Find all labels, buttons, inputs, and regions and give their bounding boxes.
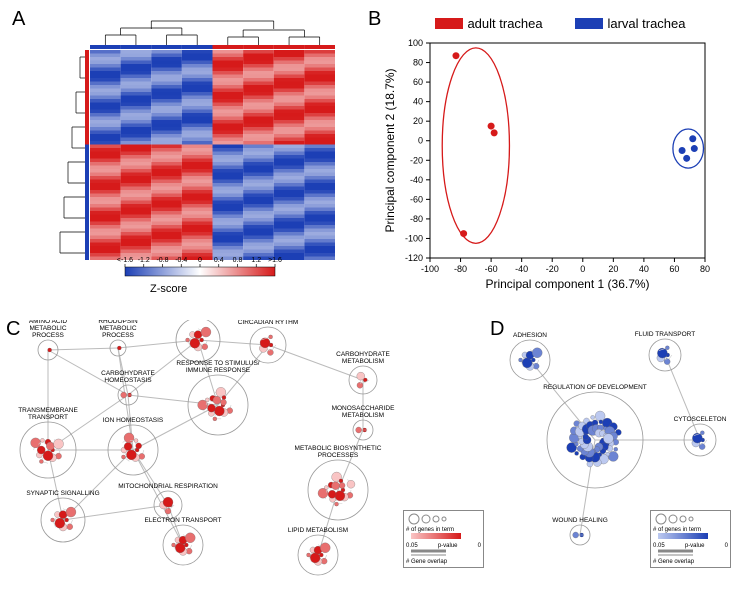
svg-text:0.4: 0.4: [214, 257, 224, 264]
svg-text:80: 80: [700, 264, 710, 274]
panel-a-label: A: [12, 8, 25, 31]
svg-text:IMMUNE RESPONSE: IMMUNE RESPONSE: [186, 367, 251, 374]
legend-larval: larval trachea: [575, 15, 686, 33]
svg-text:METABOLIC: METABOLIC: [99, 325, 136, 332]
svg-text:80: 80: [413, 58, 423, 68]
legend-larval-swatch: [575, 18, 603, 29]
svg-text:PROCESSES: PROCESSES: [318, 452, 359, 459]
svg-text:-80: -80: [454, 264, 467, 274]
svg-text:1.2: 1.2: [251, 257, 261, 264]
heatmap-panel: <-1.6 -1.2 -0.8 -0.4 0 0.4 0.8 1.2 >1.6 Z-score: [35, 15, 345, 295]
svg-text:CIRCADIAN RYTHM: CIRCADIAN RYTHM: [238, 320, 299, 326]
svg-text:40: 40: [413, 97, 423, 107]
svg-text:0: 0: [418, 136, 423, 146]
svg-text:RESPONSE TO STIMULUS/: RESPONSE TO STIMULUS/: [176, 360, 259, 367]
svg-text:-120: -120: [405, 253, 423, 263]
svg-text:MONOSACCHARIDE: MONOSACCHARIDE: [332, 405, 396, 412]
svg-text:FLUID TRANSPORT: FLUID TRANSPORT: [635, 331, 695, 338]
svg-text:-0.4: -0.4: [175, 257, 187, 264]
svg-text:HOMEOSTASIS: HOMEOSTASIS: [104, 377, 152, 384]
legend-adult-swatch: [435, 18, 463, 29]
svg-text:ION HOMEOSTASIS: ION HOMEOSTASIS: [103, 417, 164, 424]
svg-text:-100: -100: [405, 233, 423, 243]
svg-text:-20: -20: [546, 264, 559, 274]
legend-d-pval-high: 0: [725, 543, 728, 549]
svg-text:LIPID METABOLISM: LIPID METABOLISM: [288, 527, 348, 534]
legend-adult-label: adult trachea: [467, 16, 542, 31]
svg-text:WOUND HEALING: WOUND HEALING: [552, 517, 608, 524]
svg-text:0: 0: [198, 257, 202, 264]
legend-c-pval-high: 0: [478, 543, 481, 549]
svg-text:100: 100: [408, 38, 423, 48]
pca-panel: -100-80-60-40-20020406080-120-100-80-60-…: [380, 15, 720, 295]
svg-text:-40: -40: [515, 264, 528, 274]
svg-text:-0.8: -0.8: [156, 257, 168, 264]
svg-text:METABOLIC: METABOLIC: [29, 325, 66, 332]
svg-text:METABOLISM: METABOLISM: [342, 412, 384, 419]
legend-c-box: # of genes in term 0.05p-value0 # Gene o…: [403, 510, 484, 568]
svg-text:-40: -40: [410, 175, 423, 185]
legend-c-overlap: # Gene overlap: [406, 559, 481, 565]
svg-text:40: 40: [639, 264, 649, 274]
svg-text:60: 60: [413, 77, 423, 87]
svg-text:<-1.6: <-1.6: [117, 257, 133, 264]
svg-text:METABOLIC BIOSYNTHETIC: METABOLIC BIOSYNTHETIC: [295, 445, 382, 452]
svg-text:-60: -60: [410, 194, 423, 204]
svg-text:PROCESS: PROCESS: [32, 332, 64, 339]
svg-text:>1.6: >1.6: [268, 257, 282, 264]
svg-text:PROCESS: PROCESS: [102, 332, 134, 339]
svg-text:-60: -60: [485, 264, 498, 274]
svg-text:REGULATION OF DEVELOPMENT: REGULATION OF DEVELOPMENT: [543, 384, 647, 391]
svg-text:-20: -20: [410, 155, 423, 165]
pca-svg: -100-80-60-40-20020406080-120-100-80-60-…: [380, 15, 720, 295]
svg-text:ADHESION: ADHESION: [513, 332, 547, 339]
svg-text:-80: -80: [410, 214, 423, 224]
svg-text:60: 60: [669, 264, 679, 274]
svg-text:TRANSPORT: TRANSPORT: [28, 414, 68, 421]
svg-text:ELECTRON TRANSPORT: ELECTRON TRANSPORT: [144, 517, 221, 524]
svg-text:-1.2: -1.2: [138, 257, 150, 264]
network-c-panel: CELLULARMODIFIEDAMINO ACIDMETABOLICPROCE…: [8, 320, 488, 580]
legend-larval-label: larval trachea: [607, 16, 685, 31]
svg-text:Principal component 2 (18.7%): Principal component 2 (18.7%): [383, 68, 397, 232]
network-d-panel: ADHESION FLUID TRANSPORT REGULATION OF DEV…: [490, 320, 730, 580]
svg-text:CARBOHYDRATE: CARBOHYDRATE: [336, 351, 390, 358]
legend-d-overlap: # Gene overlap: [653, 559, 728, 565]
legend-d-box: # of genes in term 0.05p-value0 # Gene o…: [650, 510, 731, 568]
zscore-axis-label: Z-score: [150, 283, 187, 295]
svg-text:METABOLISM: METABOLISM: [342, 358, 384, 365]
heatmap-svg: <-1.6 -1.2 -0.8 -0.4 0 0.4 0.8 1.2 >1.6: [35, 15, 345, 295]
svg-text:MITOCHONDRIAL RESPIRATION: MITOCHONDRIAL RESPIRATION: [118, 483, 218, 490]
legend-adult: adult trachea: [435, 15, 543, 33]
svg-text:TRANSMEMBRANE: TRANSMEMBRANE: [18, 407, 78, 414]
svg-text:20: 20: [413, 116, 423, 126]
svg-text:CARBOHYDRATE: CARBOHYDRATE: [101, 370, 155, 377]
svg-text:CYTOSCELETON: CYTOSCELETON: [674, 416, 727, 423]
svg-text:0.8: 0.8: [233, 257, 243, 264]
svg-text:-100: -100: [421, 264, 439, 274]
svg-text:Principal component 1 (36.7%): Principal component 1 (36.7%): [485, 277, 649, 291]
svg-text:20: 20: [608, 264, 618, 274]
svg-text:SYNAPTIC SIGNALLING: SYNAPTIC SIGNALLING: [26, 490, 99, 497]
svg-text:0: 0: [580, 264, 585, 274]
